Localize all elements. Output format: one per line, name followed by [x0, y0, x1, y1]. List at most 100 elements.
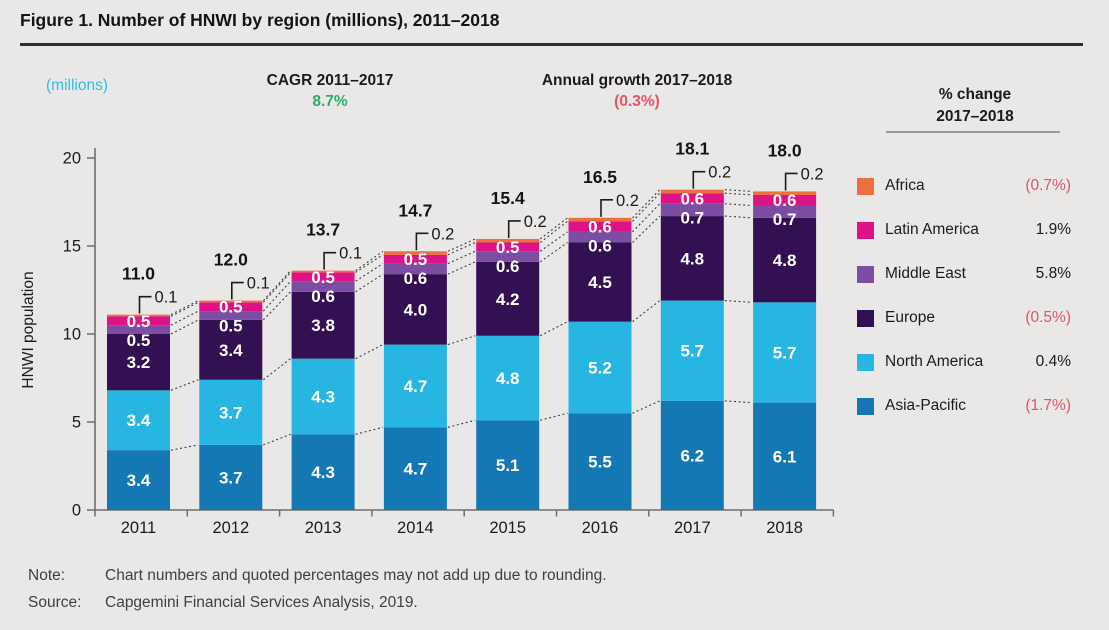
figure-notes: Note: Chart numbers and quoted percentag… — [28, 567, 607, 621]
y-tick-label: 20 — [63, 150, 81, 168]
connector-line — [447, 419, 476, 428]
legend-label: Asia-Pacific — [885, 397, 966, 414]
africa-callout-line — [138, 295, 152, 314]
segment-value-label: 4.8 — [680, 249, 704, 268]
africa-callout-label: 0.2 — [616, 192, 639, 210]
connector-line — [262, 358, 291, 381]
segment-value-label: 0.5 — [311, 268, 335, 287]
segment-value-label: 3.8 — [311, 316, 335, 335]
connector-line — [355, 344, 384, 360]
connector-line — [724, 192, 753, 196]
bar-segment-2017-middle-east — [660, 203, 724, 217]
x-tick-label: 2016 — [582, 519, 619, 537]
segment-value-label: 0.7 — [680, 208, 704, 227]
connector-line — [632, 400, 661, 414]
middle-east-swatch — [857, 265, 874, 283]
segment-value-label: 4.3 — [311, 463, 335, 482]
y-tick-label: 0 — [72, 502, 81, 520]
bar-segment-2012-africa — [199, 300, 263, 303]
bar-total-label: 15.4 — [491, 188, 525, 208]
x-tick-label: 2014 — [397, 519, 434, 537]
bar-segment-2013-africa — [291, 270, 355, 273]
legend-label: Middle East — [885, 265, 966, 282]
y-tick-label: 10 — [63, 326, 81, 344]
segment-value-label: 5.1 — [496, 456, 520, 475]
africa-callout-label: 0.2 — [708, 164, 731, 182]
segment-value-label: 3.4 — [127, 411, 151, 430]
bar-segment-2012-north-america — [199, 379, 263, 445]
asia-pacific-swatch — [857, 397, 874, 415]
bar-segment-2011-latin-america — [107, 316, 170, 326]
legend-label: Europe — [885, 309, 935, 326]
bar-segment-2015-north-america — [476, 335, 540, 421]
connector-line — [632, 192, 661, 222]
y-axis-title: HNWI population — [20, 271, 37, 388]
connector-line — [447, 250, 476, 265]
segment-value-label: 0.6 — [773, 191, 797, 210]
segment-value-label: 0.6 — [311, 287, 335, 306]
bar-segment-2015-europe — [476, 261, 540, 336]
legend-label: Latin America — [885, 221, 979, 238]
bar-total-label: 18.0 — [768, 140, 802, 160]
africa-callout-line — [415, 232, 429, 251]
annual-growth-annotation: Annual growth 2017–2018 (0.3%) — [527, 72, 747, 111]
legend-header-line2: 2017–2018 — [936, 108, 1014, 126]
connector-line — [724, 203, 753, 207]
connector-line — [355, 263, 384, 282]
bar-segment-2014-asia-pacific — [383, 427, 447, 510]
bar-segment-2011-europe — [107, 334, 170, 391]
legend-pct: (0.7%) — [1025, 177, 1071, 194]
connector-line — [447, 238, 476, 252]
connector-line — [170, 444, 199, 451]
legend-pct: (1.7%) — [1025, 397, 1071, 414]
africa-callout-label: 0.2 — [431, 225, 454, 243]
bar-segment-2015-asia-pacific — [476, 420, 540, 510]
connector-line — [724, 189, 753, 192]
segment-value-label: 0.6 — [680, 189, 704, 208]
cagr-annotation: CAGR 2011–2017 8.7% — [230, 72, 430, 111]
connector-line — [447, 261, 476, 275]
bar-segment-2012-middle-east — [199, 311, 263, 320]
figure-title: Figure 1. Number of HNWI by region (mill… — [20, 10, 500, 30]
connector-line — [355, 426, 384, 435]
africa-callout-line — [692, 170, 706, 189]
bar-segment-2015-latin-america — [476, 242, 540, 252]
legend-item-europe: Europe (0.5%) — [857, 296, 1071, 340]
connector-line — [170, 310, 199, 326]
segment-value-label: 3.4 — [219, 341, 243, 360]
africa-callout-line — [784, 172, 798, 191]
bar-segment-2014-north-america — [383, 344, 447, 428]
segment-value-label: 4.7 — [404, 460, 428, 479]
legend-item-latin-america: Latin America 1.9% — [857, 208, 1071, 252]
annual-growth-value: (0.3%) — [614, 93, 660, 110]
legend-header-underline — [886, 131, 1060, 133]
bar-total-label: 11.0 — [122, 264, 155, 284]
bar-segment-2014-latin-america — [383, 254, 447, 264]
y-tick-label: 15 — [63, 238, 81, 256]
segment-value-label: 4.8 — [773, 251, 797, 270]
bar-total-label: 13.7 — [306, 220, 340, 240]
segment-value-label: 4.7 — [404, 377, 428, 396]
segment-value-label: 0.5 — [404, 250, 428, 269]
connector-line — [540, 412, 568, 421]
bar-segment-2016-middle-east — [568, 231, 632, 243]
segment-value-label: 0.7 — [773, 210, 797, 229]
africa-callout-label: 0.1 — [155, 289, 178, 307]
legend-pct: 1.9% — [1035, 221, 1071, 238]
segment-value-label: 5.2 — [588, 358, 612, 377]
connector-line — [632, 300, 661, 323]
legend-item-asia-pacific: Asia-Pacific (1.7%) — [857, 384, 1071, 428]
segment-value-label: 5.7 — [773, 343, 797, 362]
connector-line — [724, 400, 753, 404]
legend-label: Africa — [885, 177, 925, 194]
x-tick-label: 2012 — [212, 519, 249, 537]
connector-line — [355, 273, 384, 293]
bar-total-label: 14.7 — [398, 200, 432, 220]
bar-segment-2016-latin-america — [568, 221, 632, 232]
source-text: Capgemini Financial Services Analysis, 2… — [105, 594, 418, 611]
bar-segment-2016-africa — [568, 217, 632, 222]
segment-value-label: 5.5 — [588, 453, 612, 472]
bar-segment-2013-north-america — [291, 358, 355, 435]
connector-line — [539, 242, 568, 263]
